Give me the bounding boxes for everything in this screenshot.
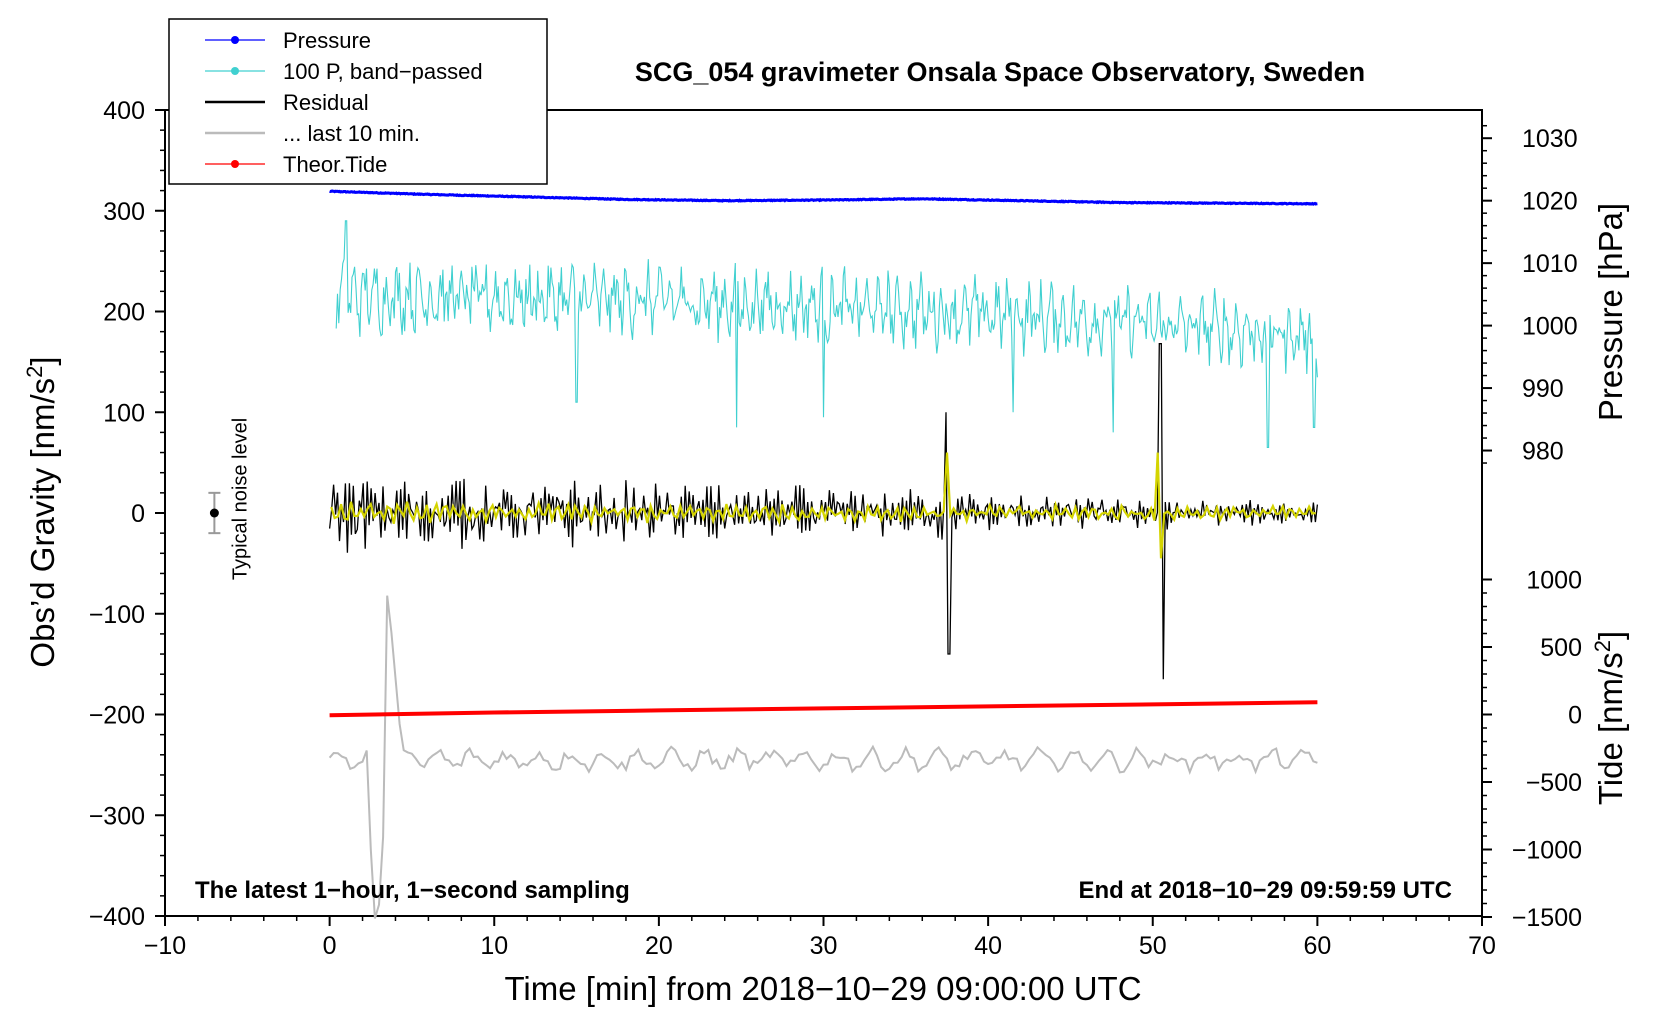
x-tick-label: 0 xyxy=(323,932,337,960)
tide-tick-label: −1500 xyxy=(1512,904,1582,932)
pressure-line xyxy=(329,189,1318,206)
y-axis-title-sup: 2 xyxy=(22,366,47,378)
legend-swatch-marker xyxy=(231,67,239,75)
residual-smoothed-line xyxy=(330,452,1316,559)
last-10-min-line xyxy=(328,595,1318,919)
noise-indicator: Typical noise level xyxy=(208,418,251,580)
x-tick-label: 20 xyxy=(645,932,673,960)
tide-tick-label: −500 xyxy=(1526,769,1582,797)
series-layer xyxy=(328,189,1319,919)
tide-tick-label: 1000 xyxy=(1526,566,1582,594)
theoretical-tide-line xyxy=(329,700,1318,718)
pressure-tick-label: 1000 xyxy=(1522,313,1578,341)
y-tick-label: 400 xyxy=(103,97,145,125)
pressure-tick-label: 1010 xyxy=(1522,250,1578,278)
legend-label: Residual xyxy=(283,90,369,115)
noise-label: Typical noise level xyxy=(229,418,251,580)
x-tick-label: 60 xyxy=(1303,932,1331,960)
chart-title: SCG_054 gravimeter Onsala Space Observat… xyxy=(635,57,1365,87)
annotation-bottom-left: The latest 1−hour, 1−second sampling xyxy=(195,877,630,904)
x-axis-title: Time [min] from 2018−10−29 09:00:00 UTC xyxy=(504,970,1141,1007)
axis-layer: −10 0 10 20 30 40 50 60 70−400−300−200−100010020… xyxy=(89,97,1582,960)
tide-axis-title-base: Tide [nm/s xyxy=(1592,652,1629,805)
tide-tick-label: −1000 xyxy=(1512,837,1582,865)
legend: Pressure 100 P, band−passed Residual ... la… xyxy=(168,18,548,185)
y-tick-label: 200 xyxy=(103,299,145,327)
y-axis-title-base: Obs’d Gravity [nm/s xyxy=(24,378,61,668)
x-tick-label: 30 xyxy=(810,932,838,960)
y-tick-label: 100 xyxy=(103,399,145,427)
legend-label: Pressure xyxy=(283,28,371,53)
y-axis-title-close: ] xyxy=(24,356,61,365)
pressure-tick-label: 990 xyxy=(1522,375,1564,403)
tide-tick-label: 0 xyxy=(1568,702,1582,730)
annotation-bottom-right: End at 2018−10−29 09:59:59 UTC xyxy=(1078,877,1452,904)
pressure-tick-label: 980 xyxy=(1522,438,1564,466)
x-tick-label: 50 xyxy=(1139,932,1167,960)
y-tick-label: −100 xyxy=(89,601,145,629)
x-tick-label: 10 xyxy=(480,932,508,960)
y-axis-title: Obs’d Gravity [nm/s2] xyxy=(22,356,62,667)
legend-label: Theor.Tide xyxy=(283,152,387,177)
tide-axis-title-sup: 2 xyxy=(1590,640,1615,652)
tide-tick-label: 500 xyxy=(1540,634,1582,662)
y-tick-label: −300 xyxy=(89,802,145,830)
y-tick-label: 300 xyxy=(103,198,145,226)
pressure-tick-label: 1020 xyxy=(1522,188,1578,216)
legend-swatch-marker xyxy=(231,160,239,168)
noise-point xyxy=(209,508,219,518)
legend-label: ... last 10 min. xyxy=(283,121,420,146)
pressure-axis-title: Pressure [hPa] xyxy=(1592,203,1629,421)
y-tick-label: −400 xyxy=(89,903,145,931)
x-tick-label: −10 xyxy=(144,932,186,960)
legend-swatch-marker xyxy=(231,36,239,44)
y-tick-label: −200 xyxy=(89,702,145,730)
pressure-tick-label: 1030 xyxy=(1522,125,1578,153)
x-tick-label: 40 xyxy=(974,932,1002,960)
tide-axis-title-close: ] xyxy=(1592,631,1629,640)
band-passed-pressure-line xyxy=(335,220,1318,449)
legend-label: 100 P, band−passed xyxy=(283,59,483,84)
y-tick-label: 0 xyxy=(131,500,145,528)
x-tick-label: 70 xyxy=(1468,932,1496,960)
tide-axis-title: Tide [nm/s2] xyxy=(1590,631,1630,805)
